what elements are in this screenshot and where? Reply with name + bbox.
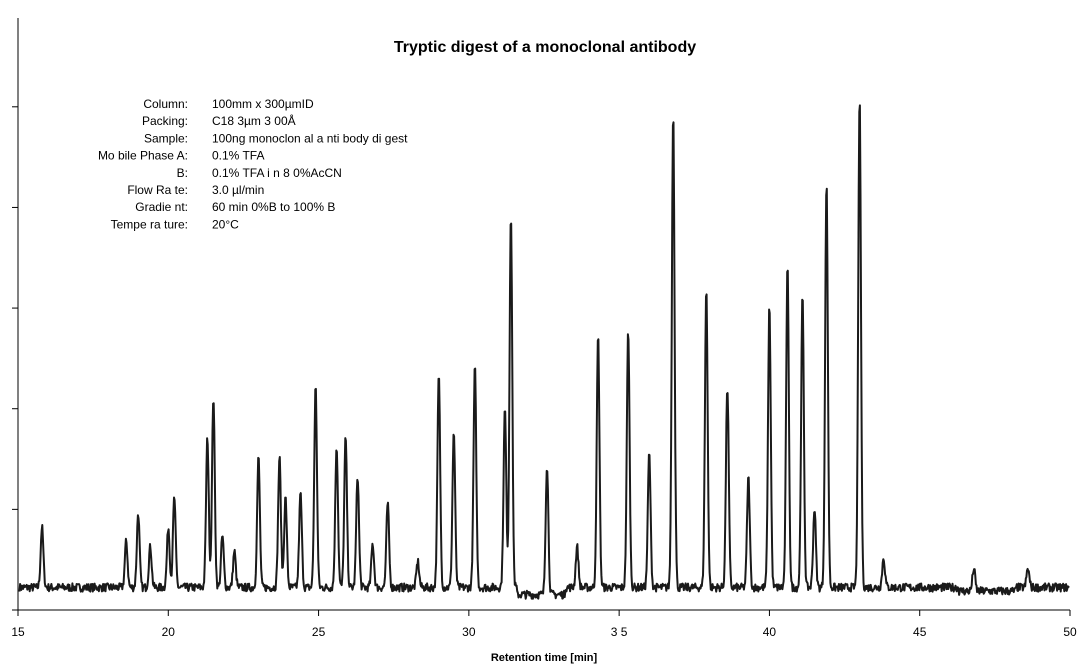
x-tick-label: 15	[11, 625, 25, 639]
x-tick-label: 40	[763, 625, 777, 639]
x-tick-label: 25	[312, 625, 326, 639]
info-value: 3.0 µl/min	[212, 183, 264, 197]
plot-area	[18, 104, 1070, 600]
info-label: B:	[177, 166, 188, 180]
chromatogram-trace	[18, 104, 1070, 600]
info-value: C18 3µm 3 00Å	[212, 113, 296, 128]
chart-title: Tryptic digest of a monoclonal antibody	[394, 39, 696, 56]
x-tick-label: 20	[162, 625, 176, 639]
info-label: Column:	[143, 97, 188, 111]
info-value: 0.1% TFA	[212, 149, 264, 163]
info-value: 100mm x 300µmID	[212, 97, 314, 111]
x-tick-label: 30	[462, 625, 476, 639]
info-label: Gradie nt:	[135, 200, 188, 214]
x-tick-label: 50	[1063, 625, 1077, 639]
x-axis-label: Retention time [min]	[491, 652, 598, 664]
info-value: 100ng monoclon al a nti body di gest	[212, 131, 408, 145]
info-value: 60 min 0%B to 100% B	[212, 200, 335, 214]
x-tick-label: 3 5	[611, 625, 628, 639]
x-tick-label: 45	[913, 625, 927, 639]
info-value: 20°C	[212, 217, 239, 231]
info-label: Packing:	[142, 114, 188, 128]
info-label: Mo bile Phase A:	[98, 149, 188, 163]
info-label: Sample:	[144, 131, 188, 145]
info-label: Tempe ra ture:	[111, 217, 188, 231]
method-info-block: Column: 100mm x 300µmID Packing: C18 3µm 3 …	[98, 97, 408, 231]
info-label: Flow Ra te:	[127, 183, 188, 197]
info-value: 0.1% TFA i n 8 0%AcCN	[212, 166, 342, 180]
axis-ticks: 15 20 25 30 3 5 40 45 50	[11, 106, 1077, 639]
